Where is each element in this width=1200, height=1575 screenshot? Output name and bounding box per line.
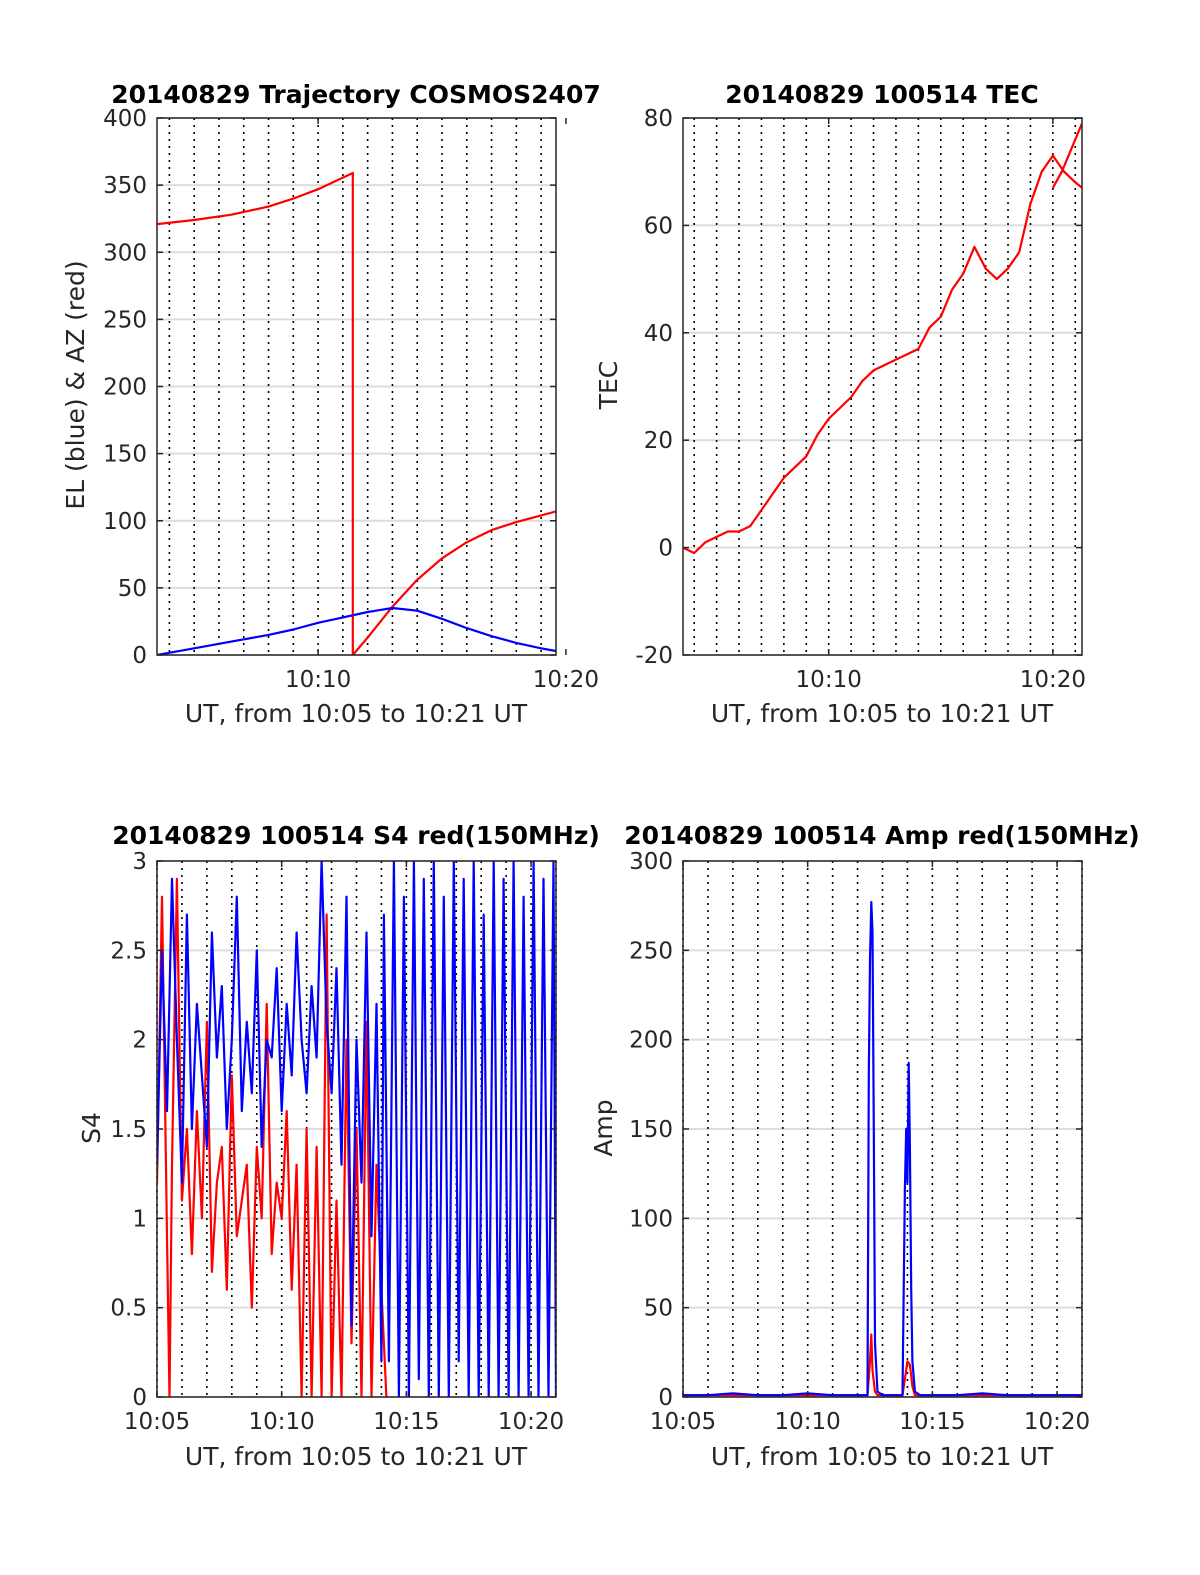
series-line-1 [157,171,556,655]
x-tick-label: 10:20 [498,1409,564,1435]
x-axis-label: UT, from 10:05 to 10:21 UT [711,699,1054,728]
series-line-1 [683,154,1082,555]
series-line-1 [157,877,388,1397]
series-line-2 [1051,122,1082,189]
chart-title: 20140829 100514 TEC [725,80,1038,109]
y-tick-label: 1 [132,1206,147,1232]
series-group [157,171,556,655]
series-line-2 [157,861,556,1397]
y-tick-label: 200 [629,1028,673,1054]
y-tick-label: 0 [132,643,147,669]
series-group [157,861,556,1397]
y-tick-label: 50 [118,576,147,602]
plot-area [157,117,556,656]
x-tick-label: 10:20 [1020,667,1086,693]
y-tick-label: 2 [132,1028,147,1054]
x-tick-label: 10:10 [796,667,862,693]
series-group [683,900,1082,1397]
y-tick-label: 200 [103,375,147,401]
y-tick-label: 40 [644,321,673,347]
x-axis-label: UT, from 10:05 to 10:21 UT [711,1442,1054,1471]
y-axis-label: TEC [594,361,623,411]
y-axis-label: S4 [77,1112,106,1144]
y-tick-label: 60 [644,213,673,239]
x-tick-label: 10:05 [650,1409,716,1435]
chart-title: 20140829 100514 Amp red(150MHz) [624,821,1140,850]
series-group [683,122,1082,555]
y-axis-label: EL (blue) & AZ (red) [61,260,90,509]
axes-frame [682,117,1083,656]
chart-title: 20140829 100514 S4 red(150MHz) [112,821,600,850]
y-axis-label: Amp [589,1099,618,1156]
y-tick-label: 250 [103,307,147,333]
y-tick-label: 0 [658,1385,673,1411]
y-tick-label: 0 [658,536,673,562]
plot-background [683,118,1082,655]
x-tick-label: 10:10 [285,667,351,693]
y-tick-label: 300 [629,849,673,875]
plot-area [683,117,1082,656]
amp-chart: 20140829 100514 Amp red(150MHz) UT, from… [589,821,1140,1471]
x-tick-label: 10:15 [373,1409,439,1435]
series-line-2 [157,606,556,655]
y-tick-label: 400 [103,106,147,132]
y-tick-label: 20 [644,428,673,454]
y-tick-label: 0 [132,1385,147,1411]
y-tick-label: 50 [644,1296,673,1322]
x-axis-label: UT, from 10:05 to 10:21 UT [185,1442,528,1471]
trajectory-chart: 20140829 Trajectory COSMOS2407 UT, from … [61,80,601,728]
y-tick-label: 2.5 [110,938,147,964]
y-tick-label: 100 [629,1206,673,1232]
y-tick-label: 300 [103,240,147,266]
y-tick-label: 150 [629,1117,673,1143]
y-tick-label: 1.5 [110,1117,147,1143]
y-tick-label: -20 [635,643,673,669]
y-tick-label: 0.5 [110,1296,147,1322]
y-tick-label: 3 [132,849,147,875]
y-tick-label: 250 [629,938,673,964]
chart-title: 20140829 Trajectory COSMOS2407 [111,80,601,109]
series-line-2 [683,900,1082,1397]
plot-area [682,860,1083,1398]
tec-chart: 20140829 100514 TEC UT, from 10:05 to 10… [594,80,1086,728]
y-tick-label: 80 [644,106,673,132]
s4-chart: 20140829 100514 S4 red(150MHz) UT, from … [77,821,600,1471]
x-tick-label: 10:20 [533,667,599,693]
x-axis-label: UT, from 10:05 to 10:21 UT [185,699,528,728]
x-tick-label: 10:10 [775,1409,841,1435]
x-tick-label: 10:10 [249,1409,315,1435]
y-tick-label: 350 [103,173,147,199]
x-tick-label: 10:05 [124,1409,190,1435]
y-tick-label: 150 [103,442,147,468]
y-tick-label: 100 [103,509,147,535]
x-tick-label: 10:15 [899,1409,965,1435]
x-tick-label: 10:20 [1024,1409,1090,1435]
